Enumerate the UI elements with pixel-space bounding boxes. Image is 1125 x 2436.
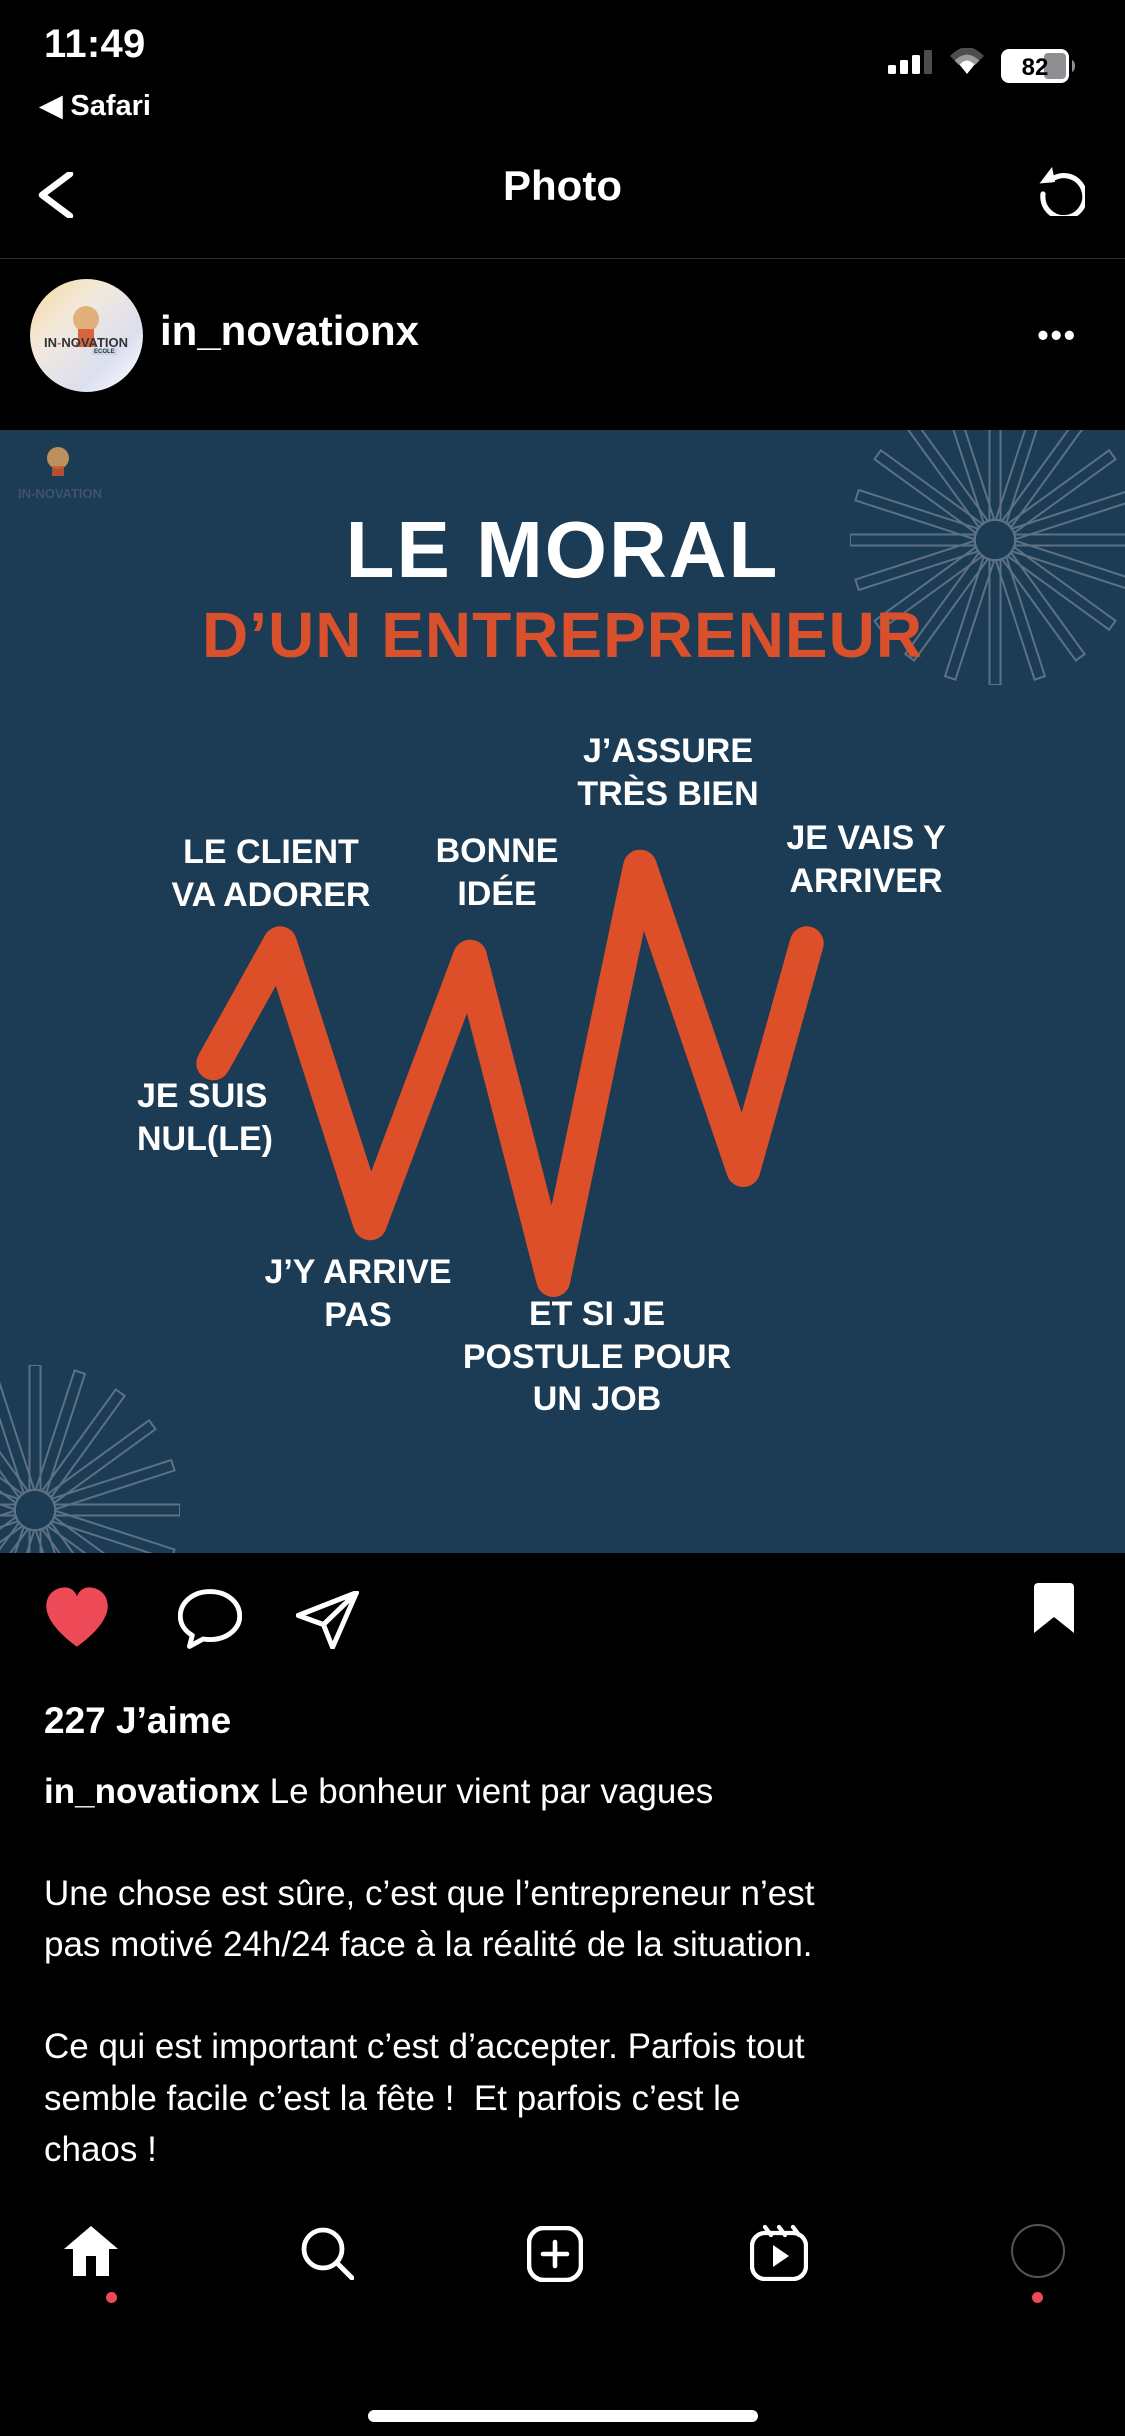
svg-text:82: 82 bbox=[1022, 54, 1049, 81]
